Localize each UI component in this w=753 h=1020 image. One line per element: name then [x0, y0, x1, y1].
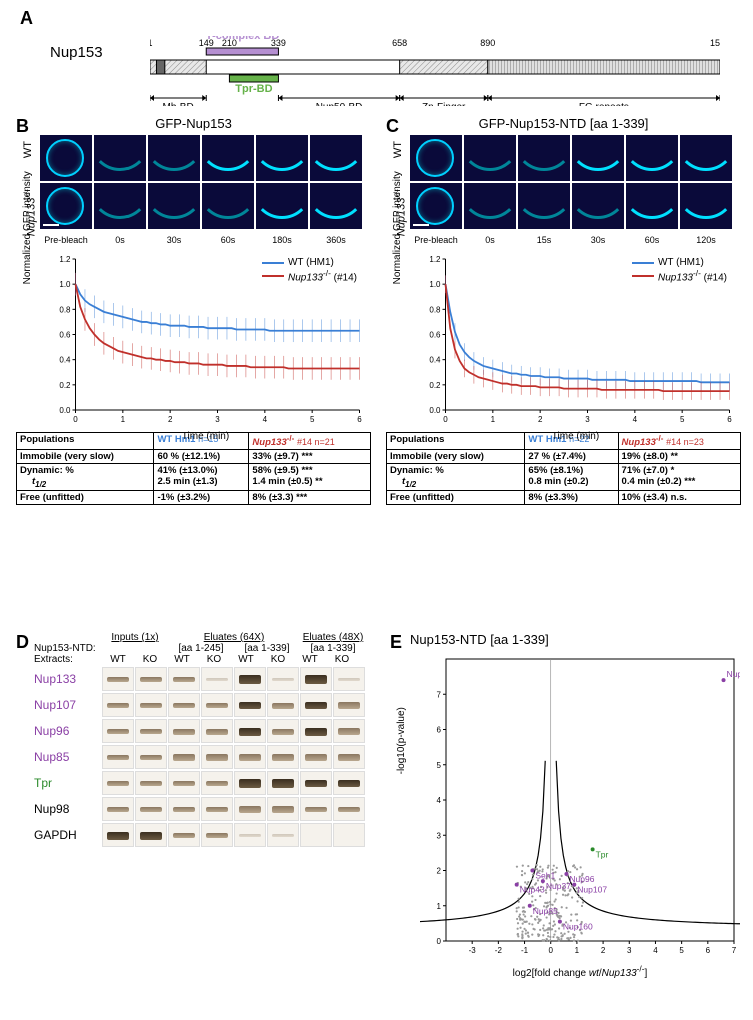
- svg-text:1: 1: [121, 415, 126, 424]
- svg-text:0.0: 0.0: [59, 406, 71, 415]
- svg-text:1.0: 1.0: [429, 280, 441, 289]
- panel-d: D Inputs (1x)Eluates (64X)Eluates (48X)N…: [16, 632, 376, 847]
- panel-c-xlabel: Time (min): [414, 431, 737, 442]
- svg-text:3: 3: [437, 831, 442, 840]
- svg-text:3: 3: [215, 415, 220, 424]
- svg-text:FG repeats: FG repeats: [579, 102, 629, 106]
- panel-b-timelabels: Pre-bleach0s30s60s180s360s: [40, 235, 371, 245]
- panel-c-legend: WT (HM1)Nup133-/- (#14): [632, 257, 727, 283]
- svg-text:Nup50-BD: Nup50-BD: [316, 102, 363, 106]
- svg-text:0.6: 0.6: [59, 331, 71, 340]
- panel-b-table: PopulationsWT Hm1 n=15Nup133-/- #14 n=21…: [16, 432, 371, 505]
- svg-text:0.4: 0.4: [429, 356, 441, 365]
- panel-d-label: D: [16, 632, 29, 653]
- panel-c-table: PopulationsWT Hm1 n=22Nup133-/- #14 n=23…: [386, 432, 741, 505]
- svg-text:5: 5: [679, 946, 684, 955]
- panel-b-legend: WT (HM1)Nup133-/- (#14): [262, 257, 357, 283]
- svg-text:Nup43: Nup43: [520, 885, 545, 895]
- svg-text:2: 2: [601, 946, 606, 955]
- volcano-ylabel: -log10(p-value): [396, 707, 407, 774]
- svg-text:890: 890: [480, 38, 495, 48]
- svg-text:4: 4: [437, 796, 442, 805]
- svg-text:3: 3: [627, 946, 632, 955]
- svg-text:658: 658: [392, 38, 407, 48]
- svg-text:3: 3: [585, 415, 590, 424]
- svg-text:1501: 1501: [710, 38, 720, 48]
- panel-b-ylabel: Normalized GFP intensity: [22, 171, 33, 284]
- svg-text:0.0: 0.0: [429, 406, 441, 415]
- svg-text:Nup160: Nup160: [563, 922, 593, 932]
- svg-text:2: 2: [437, 867, 442, 876]
- svg-text:Nup96: Nup96: [569, 874, 594, 884]
- svg-text:5: 5: [437, 761, 442, 770]
- svg-text:Y-complex BD: Y-complex BD: [205, 36, 279, 42]
- svg-text:2: 2: [538, 415, 543, 424]
- svg-text:0: 0: [549, 946, 554, 955]
- panel-c-timelabels: Pre-bleach0s15s30s60s120s: [410, 235, 741, 245]
- panel-b-label: B: [16, 116, 29, 137]
- panel-b-xlabel: Time (min): [44, 431, 367, 442]
- svg-text:-3: -3: [469, 946, 477, 955]
- svg-text:-1: -1: [521, 946, 529, 955]
- svg-text:0.2: 0.2: [429, 381, 441, 390]
- volcano-plot: -3-2-10123456701234567Nup133TprNup96Nup1…: [420, 653, 740, 963]
- svg-text:0.6: 0.6: [429, 331, 441, 340]
- panel-a-protein-name: Nup153: [50, 44, 103, 61]
- svg-text:1: 1: [575, 946, 580, 955]
- panel-a: A Nup153 11492103396588901501Y-complex B…: [20, 8, 740, 108]
- svg-text:1: 1: [491, 415, 496, 424]
- svg-text:Tpr: Tpr: [596, 849, 609, 859]
- panel-b: B GFP-Nup153 WTNup133-/- Pre-bleach0s30s…: [16, 116, 371, 505]
- svg-text:0.2: 0.2: [59, 381, 71, 390]
- svg-text:7: 7: [732, 946, 737, 955]
- svg-text:4: 4: [653, 946, 658, 955]
- svg-text:0.4: 0.4: [59, 356, 71, 365]
- svg-text:0.8: 0.8: [59, 305, 71, 314]
- panel-c-ylabel: Normalized GFP intensity: [392, 171, 403, 284]
- svg-text:Nup37: Nup37: [546, 881, 571, 891]
- panel-c-label: C: [386, 116, 399, 137]
- svg-text:2: 2: [168, 415, 173, 424]
- svg-text:6: 6: [357, 415, 362, 424]
- western-blot: Inputs (1x)Eluates (64X)Eluates (48X)Nup…: [34, 632, 376, 847]
- svg-text:0.8: 0.8: [429, 305, 441, 314]
- panel-c-chart: 0.00.20.40.60.81.01.20123456 Normalized …: [414, 253, 737, 428]
- svg-text:1: 1: [437, 902, 442, 911]
- svg-text:1.2: 1.2: [59, 255, 71, 264]
- svg-text:0: 0: [443, 415, 448, 424]
- svg-text:1.0: 1.0: [59, 280, 71, 289]
- nup153-schematic: 11492103396588901501Y-complex BDTpr-BDMb…: [150, 36, 720, 106]
- svg-text:Seh1: Seh1: [535, 871, 555, 881]
- svg-text:6: 6: [437, 726, 442, 735]
- volcano-xlabel: log2[fold change wt/Nup133-/-]: [420, 964, 740, 979]
- panel-a-label: A: [20, 8, 33, 29]
- panel-b-chart: 0.00.20.40.60.81.01.20123456 Normalized …: [44, 253, 367, 428]
- panel-e-label: E: [390, 632, 402, 653]
- panel-b-images: WTNup133-/-: [40, 135, 371, 235]
- svg-text:Nup133: Nup133: [727, 669, 740, 679]
- svg-text:Nup107: Nup107: [577, 885, 607, 895]
- svg-text:0: 0: [437, 937, 442, 946]
- svg-text:4: 4: [263, 415, 268, 424]
- panel-e-title: Nup153-NTD [aa 1-339]: [410, 632, 740, 647]
- svg-text:Mb-BD: Mb-BD: [163, 102, 194, 106]
- svg-text:0: 0: [73, 415, 78, 424]
- svg-text:1: 1: [150, 38, 153, 48]
- svg-text:5: 5: [680, 415, 685, 424]
- svg-text:6: 6: [706, 946, 711, 955]
- panel-b-title: GFP-Nup153: [16, 116, 371, 131]
- panel-c-images: WTNup133-/-: [410, 135, 741, 235]
- svg-text:Nup85: Nup85: [533, 906, 558, 916]
- svg-text:7: 7: [437, 690, 442, 699]
- svg-text:1.2: 1.2: [429, 255, 441, 264]
- svg-text:Tpr-BD: Tpr-BD: [235, 83, 272, 95]
- panel-e: E Nup153-NTD [aa 1-339] -3 -2 -1 0 1 2 3 4 5 6 7 0 1…: [390, 632, 740, 1002]
- svg-text:4: 4: [633, 415, 638, 424]
- svg-text:Zn-Finger: Zn-Finger: [422, 102, 466, 106]
- svg-text:-2: -2: [495, 946, 503, 955]
- panel-c: C GFP-Nup153-NTD [aa 1-339] WTNup133-/- …: [386, 116, 741, 505]
- svg-text:5: 5: [310, 415, 315, 424]
- svg-text:6: 6: [727, 415, 732, 424]
- panel-c-title: GFP-Nup153-NTD [aa 1-339]: [386, 116, 741, 131]
